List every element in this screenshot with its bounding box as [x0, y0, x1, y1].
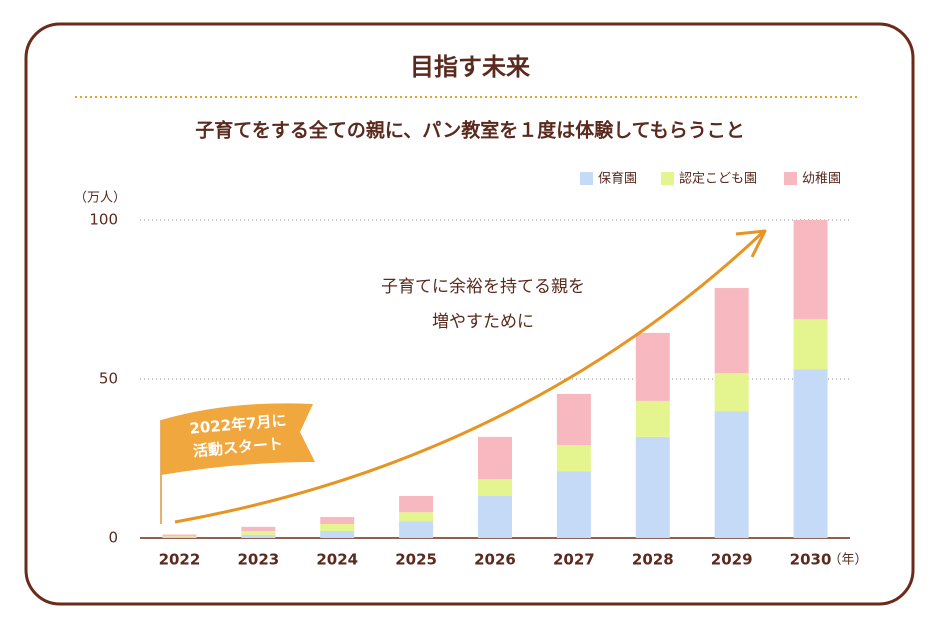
bar-segment — [714, 288, 749, 374]
bar-segment — [320, 531, 355, 538]
legend-label: 認定こども園 — [679, 171, 757, 187]
bar-segment — [635, 332, 670, 401]
bar-segment — [793, 220, 828, 320]
bar-segment — [556, 445, 591, 472]
chart-title: 目指す未来 — [410, 53, 531, 81]
bar-segment — [635, 436, 670, 538]
bar-segment — [714, 411, 749, 538]
bar-segment — [399, 521, 434, 538]
bar-segment — [793, 369, 828, 538]
x-tick-label: 2023 — [237, 551, 279, 569]
chart-subtitle: 子育てをする全ての親に、パン教室を１度は体験してもらうこと — [195, 119, 744, 142]
bar-segment — [241, 534, 276, 538]
bar-segment — [478, 436, 512, 480]
bar-segment — [241, 526, 276, 532]
x-tick-label: 2027 — [553, 551, 595, 569]
trend-arrow — [174, 231, 764, 524]
legend-swatch — [580, 172, 593, 185]
trend-arrow-head — [735, 229, 767, 258]
bar-segment — [399, 512, 434, 522]
legend-label: 保育園 — [598, 171, 637, 187]
legend-label: 幼稚園 — [802, 172, 841, 187]
bar-segment — [320, 524, 355, 532]
flag — [161, 403, 315, 475]
x-tick-label: 2028 — [632, 551, 674, 569]
y-unit: （万人） — [74, 191, 126, 206]
x-tick-label: 2030 — [790, 551, 832, 569]
bar-segment — [320, 517, 355, 525]
bar-segment — [478, 496, 512, 538]
legend-swatch — [784, 172, 797, 185]
bar-segment — [478, 479, 512, 497]
bar-segment — [399, 496, 434, 513]
bar-segment — [556, 471, 591, 538]
bar-segment — [162, 537, 197, 538]
y-tick-label: 0 — [108, 529, 118, 547]
bar-segment — [162, 534, 197, 537]
x-tick-label: 2026 — [474, 551, 516, 569]
x-tick-label: 2022 — [159, 551, 201, 569]
x-tick-label: 2024 — [316, 551, 358, 569]
x-unit: （年） — [828, 553, 867, 568]
bar-segment — [635, 400, 670, 437]
x-tick-label: 2029 — [711, 551, 753, 569]
bar-segment — [241, 531, 276, 535]
bar-segment — [714, 373, 749, 412]
bar-segment — [162, 536, 197, 538]
bar-segment — [793, 319, 828, 370]
bar-segment — [556, 393, 591, 446]
y-tick-label: 50 — [99, 370, 118, 388]
annotation: 子育てに余裕を持てる親を — [381, 277, 585, 297]
legend-swatch — [661, 172, 674, 185]
x-tick-label: 2025 — [395, 551, 437, 569]
y-tick-label: 100 — [89, 211, 118, 229]
annotation: 増やすために — [432, 312, 534, 332]
